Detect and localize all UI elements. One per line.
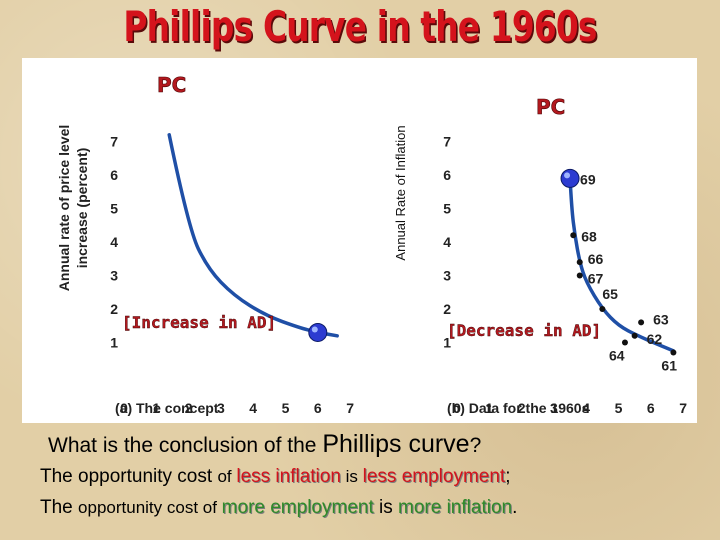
y-axis-label-a-line2: increase (percent) <box>74 148 90 269</box>
curve-label-pc-b: PC <box>536 95 565 119</box>
year-label-64: 64 <box>609 348 625 364</box>
y-tick-a-2: 2 <box>110 301 118 317</box>
y-tick-a-7: 7 <box>110 134 118 150</box>
page-title: Phillips Curve in the 1960s <box>123 2 597 51</box>
data-point-63 <box>638 319 645 326</box>
data-point-67 <box>576 272 583 279</box>
year-label-67: 67 <box>588 271 604 287</box>
question-prefix: What is the conclusion of the <box>48 434 323 457</box>
x-tick-a-0: 0 <box>120 400 128 416</box>
x-tick-b-4: 4 <box>582 400 590 416</box>
conclusion-line-1: The opportunity cost of less inflation i… <box>40 466 510 488</box>
phillips-curve-b <box>568 176 676 353</box>
x-tick-a-5: 5 <box>282 400 290 416</box>
line2-part-f: . <box>512 497 518 518</box>
year-label-61: 61 <box>661 358 677 374</box>
year-label-66: 66 <box>588 251 604 267</box>
y-tick-a-5: 5 <box>110 201 118 217</box>
line2-more-inflation: more inflation <box>398 497 513 518</box>
line2-part-a: The <box>40 497 79 518</box>
x-tick-a-4: 4 <box>249 400 257 416</box>
y-tick-b-7: 7 <box>443 134 451 150</box>
question-suffix: ? <box>469 434 482 457</box>
x-tick-a-3: 3 <box>217 400 225 416</box>
x-tick-b-7: 7 <box>679 400 687 416</box>
y-tick-a-4: 4 <box>110 234 118 250</box>
x-tick-a-6: 6 <box>314 400 322 416</box>
y-tick-a-1: 1 <box>110 335 118 351</box>
line1-less-inflation: less inflation <box>236 466 341 487</box>
conclusion-line-2: The opportunity cost of more employment … <box>40 497 517 519</box>
x-tick-b-3: 3 <box>550 400 558 416</box>
line1-part-b: of <box>217 467 237 486</box>
question-text: What is the conclusion of the Phillips c… <box>48 430 481 459</box>
phillips-figure: 012345671234567Unemployment rate (percen… <box>22 58 697 423</box>
y-tick-b-3: 3 <box>443 268 451 284</box>
line1-part-f: ; <box>505 466 511 487</box>
data-point-64 <box>621 339 628 346</box>
chart-caption-a: (a) The concept <box>115 400 219 416</box>
y-tick-b-6: 6 <box>443 167 451 183</box>
highlight-ball-a <box>308 322 328 342</box>
x-tick-b-5: 5 <box>615 400 623 416</box>
x-tick-b-2: 2 <box>518 400 526 416</box>
year-label-65: 65 <box>602 286 618 302</box>
data-point-68 <box>570 232 577 239</box>
line2-part-b: opportunity cost of <box>78 498 222 517</box>
line2-more-employment: more employment <box>221 497 374 518</box>
y-axis-label-a-line1: Annual rate of price level <box>56 125 72 292</box>
x-tick-a-2: 2 <box>185 400 193 416</box>
line1-less-employment: less employment <box>362 466 506 487</box>
year-label-62: 62 <box>647 331 663 347</box>
y-tick-b-5: 5 <box>443 201 451 217</box>
x-tick-b-6: 6 <box>647 400 655 416</box>
line2-part-d: is <box>373 497 399 518</box>
annotation-a: [Increase in AD] <box>122 313 276 332</box>
line1-part-d: is <box>340 467 363 486</box>
year-label-68: 68 <box>581 228 597 244</box>
data-point-66 <box>576 259 583 266</box>
y-tick-b-4: 4 <box>443 234 451 250</box>
x-tick-a-7: 7 <box>346 400 354 416</box>
data-point-65 <box>599 306 606 312</box>
y-tick-a-3: 3 <box>110 268 118 284</box>
data-point-62 <box>631 332 638 339</box>
phillips-curve-a <box>167 133 339 338</box>
x-tick-b-1: 1 <box>485 400 493 416</box>
y-tick-b-1: 1 <box>443 335 451 351</box>
x-tick-a-1: 1 <box>152 400 160 416</box>
y-tick-b-2: 2 <box>443 301 451 317</box>
curve-label-pc-a: PC <box>157 73 186 97</box>
line1-part-a: The opportunity cost <box>40 466 218 487</box>
annotation-b: [Decrease in AD] <box>447 321 601 340</box>
question-emphasis: Phillips curve <box>322 430 470 458</box>
y-axis-label-b: Annual Rate of Inflation <box>393 125 408 260</box>
y-tick-a-6: 6 <box>110 167 118 183</box>
x-tick-b-0: 0 <box>453 400 461 416</box>
year-label-69: 69 <box>580 171 596 187</box>
highlight-shine-b <box>564 172 571 179</box>
highlight-shine-a <box>311 326 318 333</box>
data-point-61 <box>670 349 677 356</box>
phillips-charts-svg: 012345671234567Unemployment rate (percen… <box>56 73 687 416</box>
chart-caption-b: (b) Data for the 1960s <box>447 400 590 416</box>
year-label-63: 63 <box>653 311 669 327</box>
highlight-ball-b <box>560 168 580 188</box>
